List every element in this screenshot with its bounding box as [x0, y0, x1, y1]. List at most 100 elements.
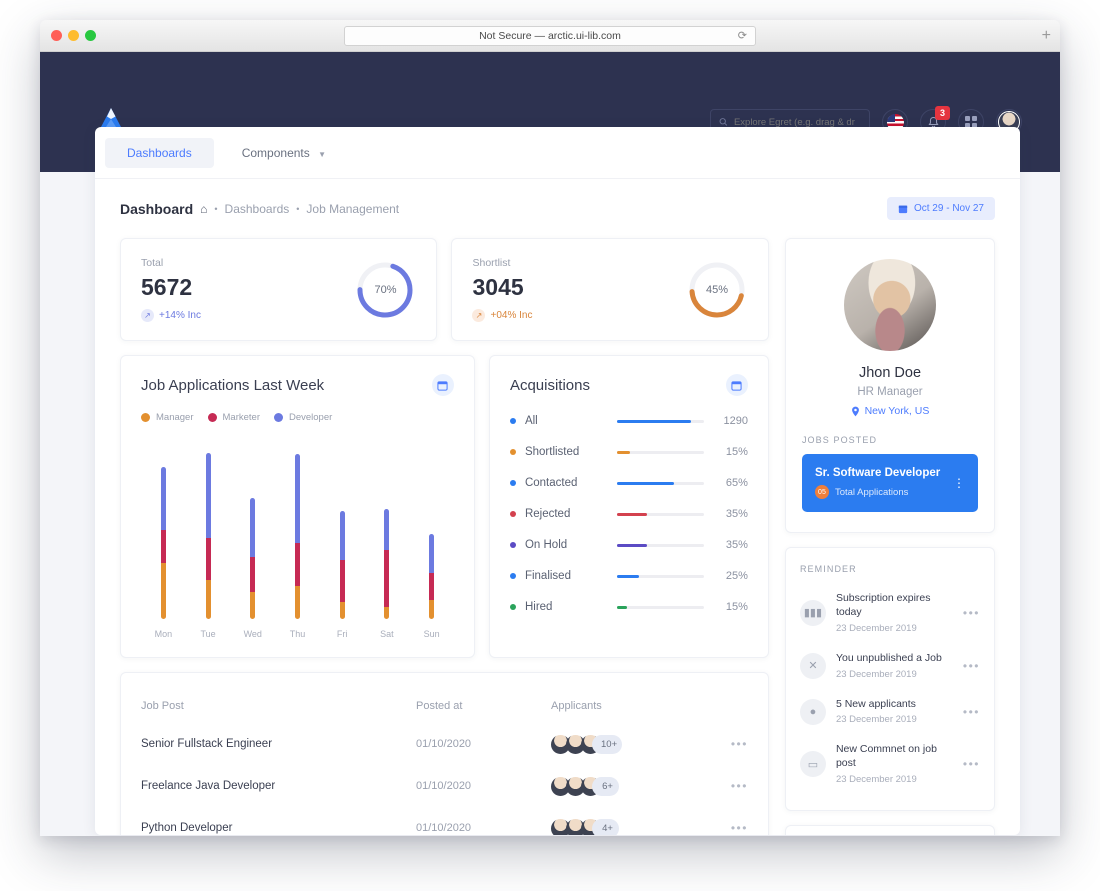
- acquisition-fill: [616, 450, 630, 454]
- search-input[interactable]: [733, 116, 861, 128]
- job-posted-subtitle: Total Applications: [834, 486, 909, 498]
- reload-icon[interactable]: ⟳: [737, 29, 747, 42]
- acquisition-label: Shortlisted: [524, 446, 580, 458]
- calendar-icon: [898, 205, 908, 213]
- breadcrumb: Dashboard ⌂ • Dashboards • Job Managemen…: [120, 201, 399, 217]
- calendar-icon: [437, 380, 449, 391]
- stacked-bar[interactable]: [339, 510, 345, 619]
- acquisition-track: [616, 543, 704, 547]
- bar-segment: [429, 533, 435, 573]
- reminder-menu-button[interactable]: •••: [962, 757, 980, 772]
- close-icon: ✕: [799, 652, 826, 679]
- date-range-picker[interactable]: Oct 29 - Nov 27: [886, 197, 995, 220]
- applications-count-badge: 05: [814, 485, 829, 499]
- acquisition-row: Rejected 35%: [509, 508, 748, 520]
- stat-delta-label: +14% Inc: [159, 310, 201, 321]
- applicant-avatars: 10+: [551, 734, 708, 754]
- new-tab-button[interactable]: +: [1041, 26, 1051, 44]
- reminder-item[interactable]: ✕ You unpublished a Job 23 December 2019 ••…: [799, 643, 980, 689]
- stat-delta: ↗ +04% Inc: [472, 309, 532, 322]
- address-bar[interactable]: Not Secure — arctic.ui-lib.com ⟳: [344, 25, 756, 46]
- cell-job-post: Freelance Java Developer: [141, 780, 276, 792]
- reminder-date: 23 December 2019: [835, 774, 917, 786]
- row-menu-button[interactable]: •••: [730, 821, 748, 835]
- mountain-logo[interactable]: [98, 107, 124, 129]
- column-header-job-post: Job Post: [141, 700, 184, 712]
- applicant-avatar: [566, 818, 585, 835]
- reminder-menu-button[interactable]: •••: [962, 704, 980, 719]
- legend-label: Marketer: [222, 412, 260, 423]
- tab-dashboards[interactable]: Dashboards: [105, 137, 214, 168]
- legend-dot: [141, 413, 150, 422]
- legend-item-marketer: Marketer: [207, 412, 260, 423]
- calendar-button[interactable]: [431, 374, 454, 396]
- profile-photo: [843, 259, 936, 351]
- bar-column: Thu: [275, 454, 320, 639]
- legend-dot: [207, 413, 217, 422]
- bar-segment: [205, 579, 211, 619]
- reminder-date: 23 December 2019: [835, 714, 917, 726]
- search-icon: [719, 118, 728, 126]
- legend-dot: [273, 413, 283, 422]
- url-text: Not Secure — arctic.ui-lib.com: [479, 29, 621, 42]
- acquisition-label: Finalised: [524, 570, 571, 582]
- reminder-item[interactable]: ▮▮▮ Subscription expires today 23 December…: [799, 583, 980, 643]
- reminder-item[interactable]: ▭ New Commnet on job post 23 December 2019…: [799, 734, 980, 794]
- acquisition-track: [616, 481, 704, 485]
- stacked-bar[interactable]: [205, 453, 211, 619]
- acquisition-value: 1290: [723, 415, 748, 427]
- reminder-menu-button[interactable]: •••: [962, 605, 980, 620]
- minimize-window-button[interactable]: [68, 30, 79, 41]
- cell-posted-at: 01/10/2020: [416, 822, 472, 834]
- bar-segment: [294, 454, 300, 543]
- acquisition-fill: [616, 605, 628, 609]
- reminder-menu-button[interactable]: •••: [962, 658, 980, 673]
- stacked-bar-chart: Mon Tue Wed Thu Fri Sat Sun: [141, 439, 454, 639]
- vertical-dots-icon[interactable]: ⋮: [953, 476, 965, 490]
- job-posted-card[interactable]: Sr. Software Developer 05 Total Applicat…: [801, 454, 978, 512]
- bar-segment: [294, 586, 300, 619]
- cell-posted-at: 01/10/2020: [416, 780, 472, 792]
- status-dot: [509, 480, 516, 486]
- home-icon[interactable]: ⌂: [200, 201, 208, 216]
- window-controls[interactable]: [40, 30, 96, 41]
- stacked-bar[interactable]: [384, 508, 390, 619]
- breadcrumb-separator-2: •: [296, 203, 300, 214]
- stat-value: 3045: [472, 274, 524, 300]
- trend-up-icon: ↗: [141, 309, 154, 322]
- legend-item-developer: Developer: [273, 412, 333, 423]
- breadcrumb-item-dashboards[interactable]: Dashboards: [224, 201, 290, 216]
- legend-label: Manager: [156, 412, 194, 423]
- acquisition-track: [616, 450, 704, 454]
- us-flag-icon: [886, 113, 904, 131]
- breadcrumb-separator: •: [214, 203, 218, 214]
- status-dot: [509, 542, 516, 548]
- close-window-button[interactable]: [51, 30, 62, 41]
- bar-segment: [160, 466, 166, 531]
- tab-components-label: Components: [241, 145, 310, 160]
- acquisition-track: [616, 419, 704, 423]
- stacked-bar[interactable]: [294, 454, 300, 619]
- acquisition-value: 35%: [725, 508, 748, 520]
- acquisitions-list: All 1290 Shortlisted 15% Contacted 65% Rejecte…: [509, 415, 748, 613]
- table-row[interactable]: Senior Fullstack Engineer 01/10/2020 10+ ••…: [141, 723, 748, 765]
- stacked-bar[interactable]: [250, 497, 256, 619]
- table-row[interactable]: Freelance Java Developer 01/10/2020 6+ •••: [141, 765, 748, 807]
- calendar-button[interactable]: [725, 374, 748, 396]
- reminder-item[interactable]: ● 5 New applicants 23 December 2019 •••: [799, 689, 980, 735]
- row-menu-button[interactable]: •••: [730, 737, 748, 751]
- chevron-down-icon: ▼: [318, 149, 327, 159]
- maximize-window-button[interactable]: [85, 30, 96, 41]
- bar-segment: [384, 606, 390, 619]
- legend-label: Developer: [288, 412, 333, 423]
- row-menu-button[interactable]: •••: [730, 779, 748, 793]
- breadcrumb-item-job-management[interactable]: Job Management: [306, 201, 400, 216]
- browser-window: Not Secure — arctic.ui-lib.com ⟳ +: [40, 20, 1060, 836]
- status-dot: [509, 449, 516, 455]
- acquisitions-panel: Acquisitions All 1290 Shortlisted 15% Contac…: [488, 355, 769, 658]
- stacked-bar[interactable]: [429, 533, 435, 619]
- tab-components[interactable]: Components ▼: [220, 138, 348, 168]
- stacked-bar[interactable]: [160, 466, 166, 619]
- table-row[interactable]: Python Developer 01/10/2020 4+ •••: [141, 807, 748, 835]
- acquisition-label: Contacted: [524, 477, 578, 489]
